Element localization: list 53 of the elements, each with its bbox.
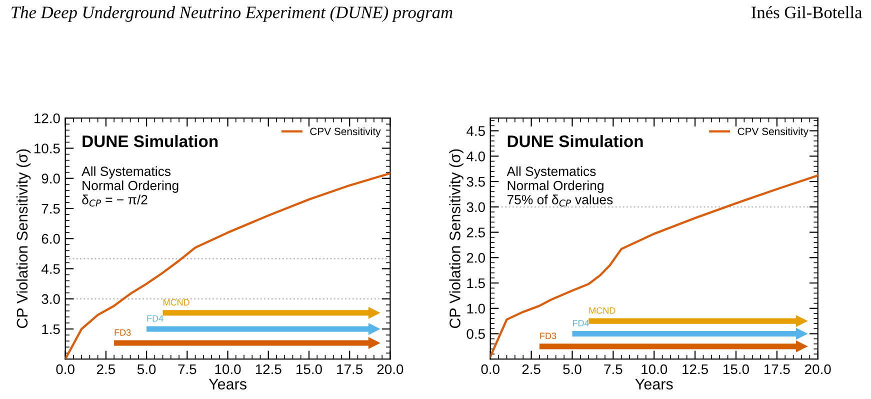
series-label: MCND	[589, 307, 616, 314]
legend-label: CPV Sensitivity	[310, 127, 381, 138]
y-tick-label: 1.5	[467, 278, 485, 288]
x-tick-label: 5.0	[137, 364, 156, 374]
x-tick-label: 20.0	[805, 364, 831, 374]
x-axis-title: Years	[635, 378, 673, 390]
x-tick-label: 15.0	[296, 364, 322, 374]
series-label: MCND	[164, 299, 190, 306]
annotation: DUNE Simulation	[508, 134, 643, 148]
series-label: FD3	[540, 332, 556, 340]
y-tick-label: 1.0	[467, 304, 485, 314]
y-tick-label: 7.5	[42, 204, 60, 214]
series-label: FD4	[572, 320, 590, 326]
y-tick-label: 3.0	[466, 202, 485, 212]
series-label: FD3	[114, 329, 131, 336]
x-tick-label: 7.5	[178, 364, 196, 374]
text: The Deep Underground Neutrino Experiment (DUNE) program	[12, 6, 452, 22]
x-tick-label: 0.0	[56, 364, 74, 374]
x-tick-label: 17.5	[764, 364, 790, 374]
annotation: DUNE Simulation	[82, 134, 218, 148]
x-tick-label: 7.5	[604, 364, 622, 374]
y-tick-label: 4.5	[41, 264, 60, 274]
y-axis-title: CP Violation Sensitivity (σ)	[449, 149, 464, 328]
series-label: FD4	[147, 315, 164, 322]
x-tick-label: 20.0	[377, 364, 404, 374]
y-tick-label: 4.5	[466, 126, 485, 136]
y-tick-label: 9.0	[42, 174, 60, 184]
x-tick-label: 10.0	[215, 364, 241, 374]
y-tick-label: 2.0	[466, 252, 485, 263]
annotation: All Systematics Normal Ordering δ$_{CP}$ = − π/2	[82, 166, 178, 207]
x-axis-title: Years	[208, 378, 246, 390]
y-axis-title: CP Violation Sensitivity (σ)	[16, 149, 31, 328]
y-tick-label: 4.0	[466, 151, 485, 162]
x-tick-label: 12.5	[682, 364, 708, 374]
y-tick-label: 1.5	[42, 324, 60, 334]
y-tick-label: 3.5	[466, 176, 485, 187]
y-tick-label: 3.0	[42, 294, 60, 304]
x-tick-label: 17.5	[337, 364, 363, 374]
x-tick-label: 15.0	[724, 364, 749, 374]
legend-label: CPV Sensitivity	[738, 127, 808, 138]
y-tick-label: 0.5	[466, 329, 485, 339]
text: Inés Gil-Botella	[752, 6, 862, 18]
y-tick-label: 2.5	[466, 228, 485, 238]
annotation: All Systematics Normal Ordering 75% of δ$_{CP}$ values	[506, 166, 613, 207]
x-tick-label: 12.5	[256, 364, 282, 374]
y-tick-label: 10.5	[34, 144, 60, 154]
x-tick-label: 0.0	[481, 364, 500, 374]
y-tick-label: 12.0	[34, 113, 60, 124]
x-tick-label: 10.0	[642, 364, 668, 374]
x-tick-label: 5.0	[563, 364, 582, 374]
x-tick-label: 2.5	[522, 364, 540, 374]
y-tick-label: 6.0	[42, 234, 60, 244]
x-tick-label: 2.5	[96, 364, 116, 374]
